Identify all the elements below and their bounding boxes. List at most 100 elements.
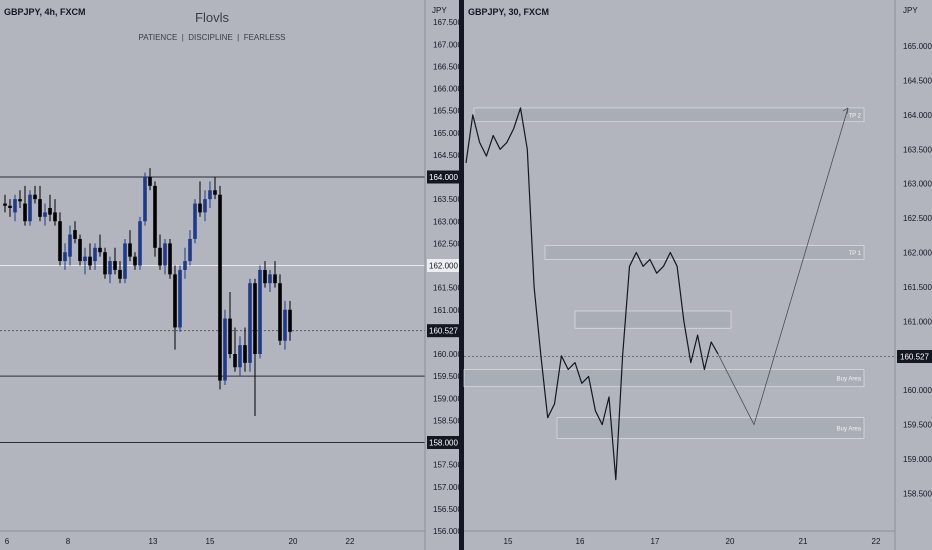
left-price-badge [427,170,460,184]
right-y-tick-label: 160.000 [903,386,932,395]
candle-body [38,199,42,217]
projection-line [717,107,849,426]
candle-body [148,177,152,186]
candle-body [198,203,202,213]
left-y-tick-label: 158.500 [433,416,462,425]
left-price-badges: 164.000 162.000 160.527 158.000 [427,170,460,449]
left-y-tick-label: 157.000 [433,483,462,492]
price-zone [544,245,865,260]
left-x-tick-label: 6 [5,537,10,546]
candle-body [203,199,207,213]
candle-body [168,243,172,275]
candle-body [118,269,122,279]
candle-body [213,190,217,195]
right-time-axis: 15 16 17 20 21 22 [504,537,881,546]
right-price-series [465,107,719,481]
projection-arrowhead [842,107,849,115]
candle-body [243,345,247,363]
candle-body [193,203,197,239]
candle-body [273,274,277,284]
left-x-tick-label: 20 [289,537,298,546]
left-candlestick-series [3,168,292,416]
left-time-axis: 6 8 13 15 20 22 [5,537,355,546]
left-y-tick-label: 156.500 [433,505,462,514]
zone-label: TP 1 [848,251,861,257]
right-x-tick-label: 21 [799,537,808,546]
left-y-tick-label: 157.500 [433,461,462,470]
candle-body [18,199,22,202]
left-y-tick-label: 161.000 [433,306,462,315]
panel-separator[interactable] [459,0,464,550]
right-x-tick-label: 20 [726,537,735,546]
left-price-badge [427,324,460,338]
candle-body [163,243,167,266]
candle-body [143,177,147,222]
candle-body [58,221,62,262]
right-y-tick-label: 163.500 [903,145,932,154]
candle-body [23,203,27,222]
right-last-price-text: 160.527 [900,353,929,362]
right-y-tick-label: 162.000 [903,249,932,258]
candle-body [158,247,162,266]
candle-body [68,234,72,257]
candle-body [53,212,57,222]
right-x-tick-label: 17 [651,537,660,546]
candle-body [218,194,222,381]
candle-body [208,190,212,200]
candle-body [98,247,102,253]
left-y-tick-label: 159.000 [433,394,462,403]
left-y-tick-label: 163.500 [433,195,462,204]
right-y-tick-label: 164.500 [903,76,932,85]
left-y-tick-label: 164.500 [433,151,462,160]
candle-body [128,243,132,257]
left-price-badge [427,436,460,449]
right-price-axis: 165.000 164.500 164.000 163.500 163.000 162.5… [903,42,932,498]
candle-body [13,199,17,213]
right-y-tick-label: 159.500 [903,421,932,430]
left-y-tick-label: 167.500 [433,18,462,27]
candle-body [278,283,282,341]
left-y-tick-label: 160.000 [433,350,462,359]
candle-body [73,230,77,239]
brand-title: Flovls [195,10,229,25]
right-y-tick-label: 165.000 [903,42,932,51]
candle-body [183,261,187,270]
candle-body [228,318,232,354]
left-y-tick-label: 166.000 [433,85,462,94]
candle-body [8,205,12,208]
right-currency-label: JPY [903,6,918,15]
left-x-tick-label: 13 [149,537,158,546]
candle-body [63,252,67,262]
left-y-tick-label: 162.500 [433,239,462,248]
candle-body [258,269,262,354]
price-line [465,107,719,481]
candle-body [93,247,97,262]
right-x-tick-label: 22 [872,537,881,546]
candle-body [108,261,112,275]
price-zone [574,310,732,329]
candle-body [238,345,242,368]
projection-path [717,107,849,426]
left-y-tick-label: 167.000 [433,40,462,49]
candle-body [178,269,182,328]
candle-body [268,274,272,284]
candle-body [83,256,87,262]
right-symbol-label: GBPJPY, 30, FXCM [468,7,549,17]
left-x-tick-label: 15 [206,537,215,546]
price-zone [473,107,865,123]
candle-body [88,256,92,266]
left-y-tick-label: 165.500 [433,107,462,116]
candle-body [123,243,127,279]
candle-body [113,261,117,270]
left-price-badge [427,259,460,272]
right-last-price-badge [897,350,932,363]
candle-body [263,269,267,284]
right-zones: TP 2 TP 1 Buy Area Buy Area [463,107,865,439]
candle-body [3,203,7,206]
left-y-tick-label: 163.000 [433,217,462,226]
left-price-badge-text: 158.000 [429,439,458,448]
left-y-tick-label: 161.500 [433,284,462,293]
candle-body [33,194,37,200]
